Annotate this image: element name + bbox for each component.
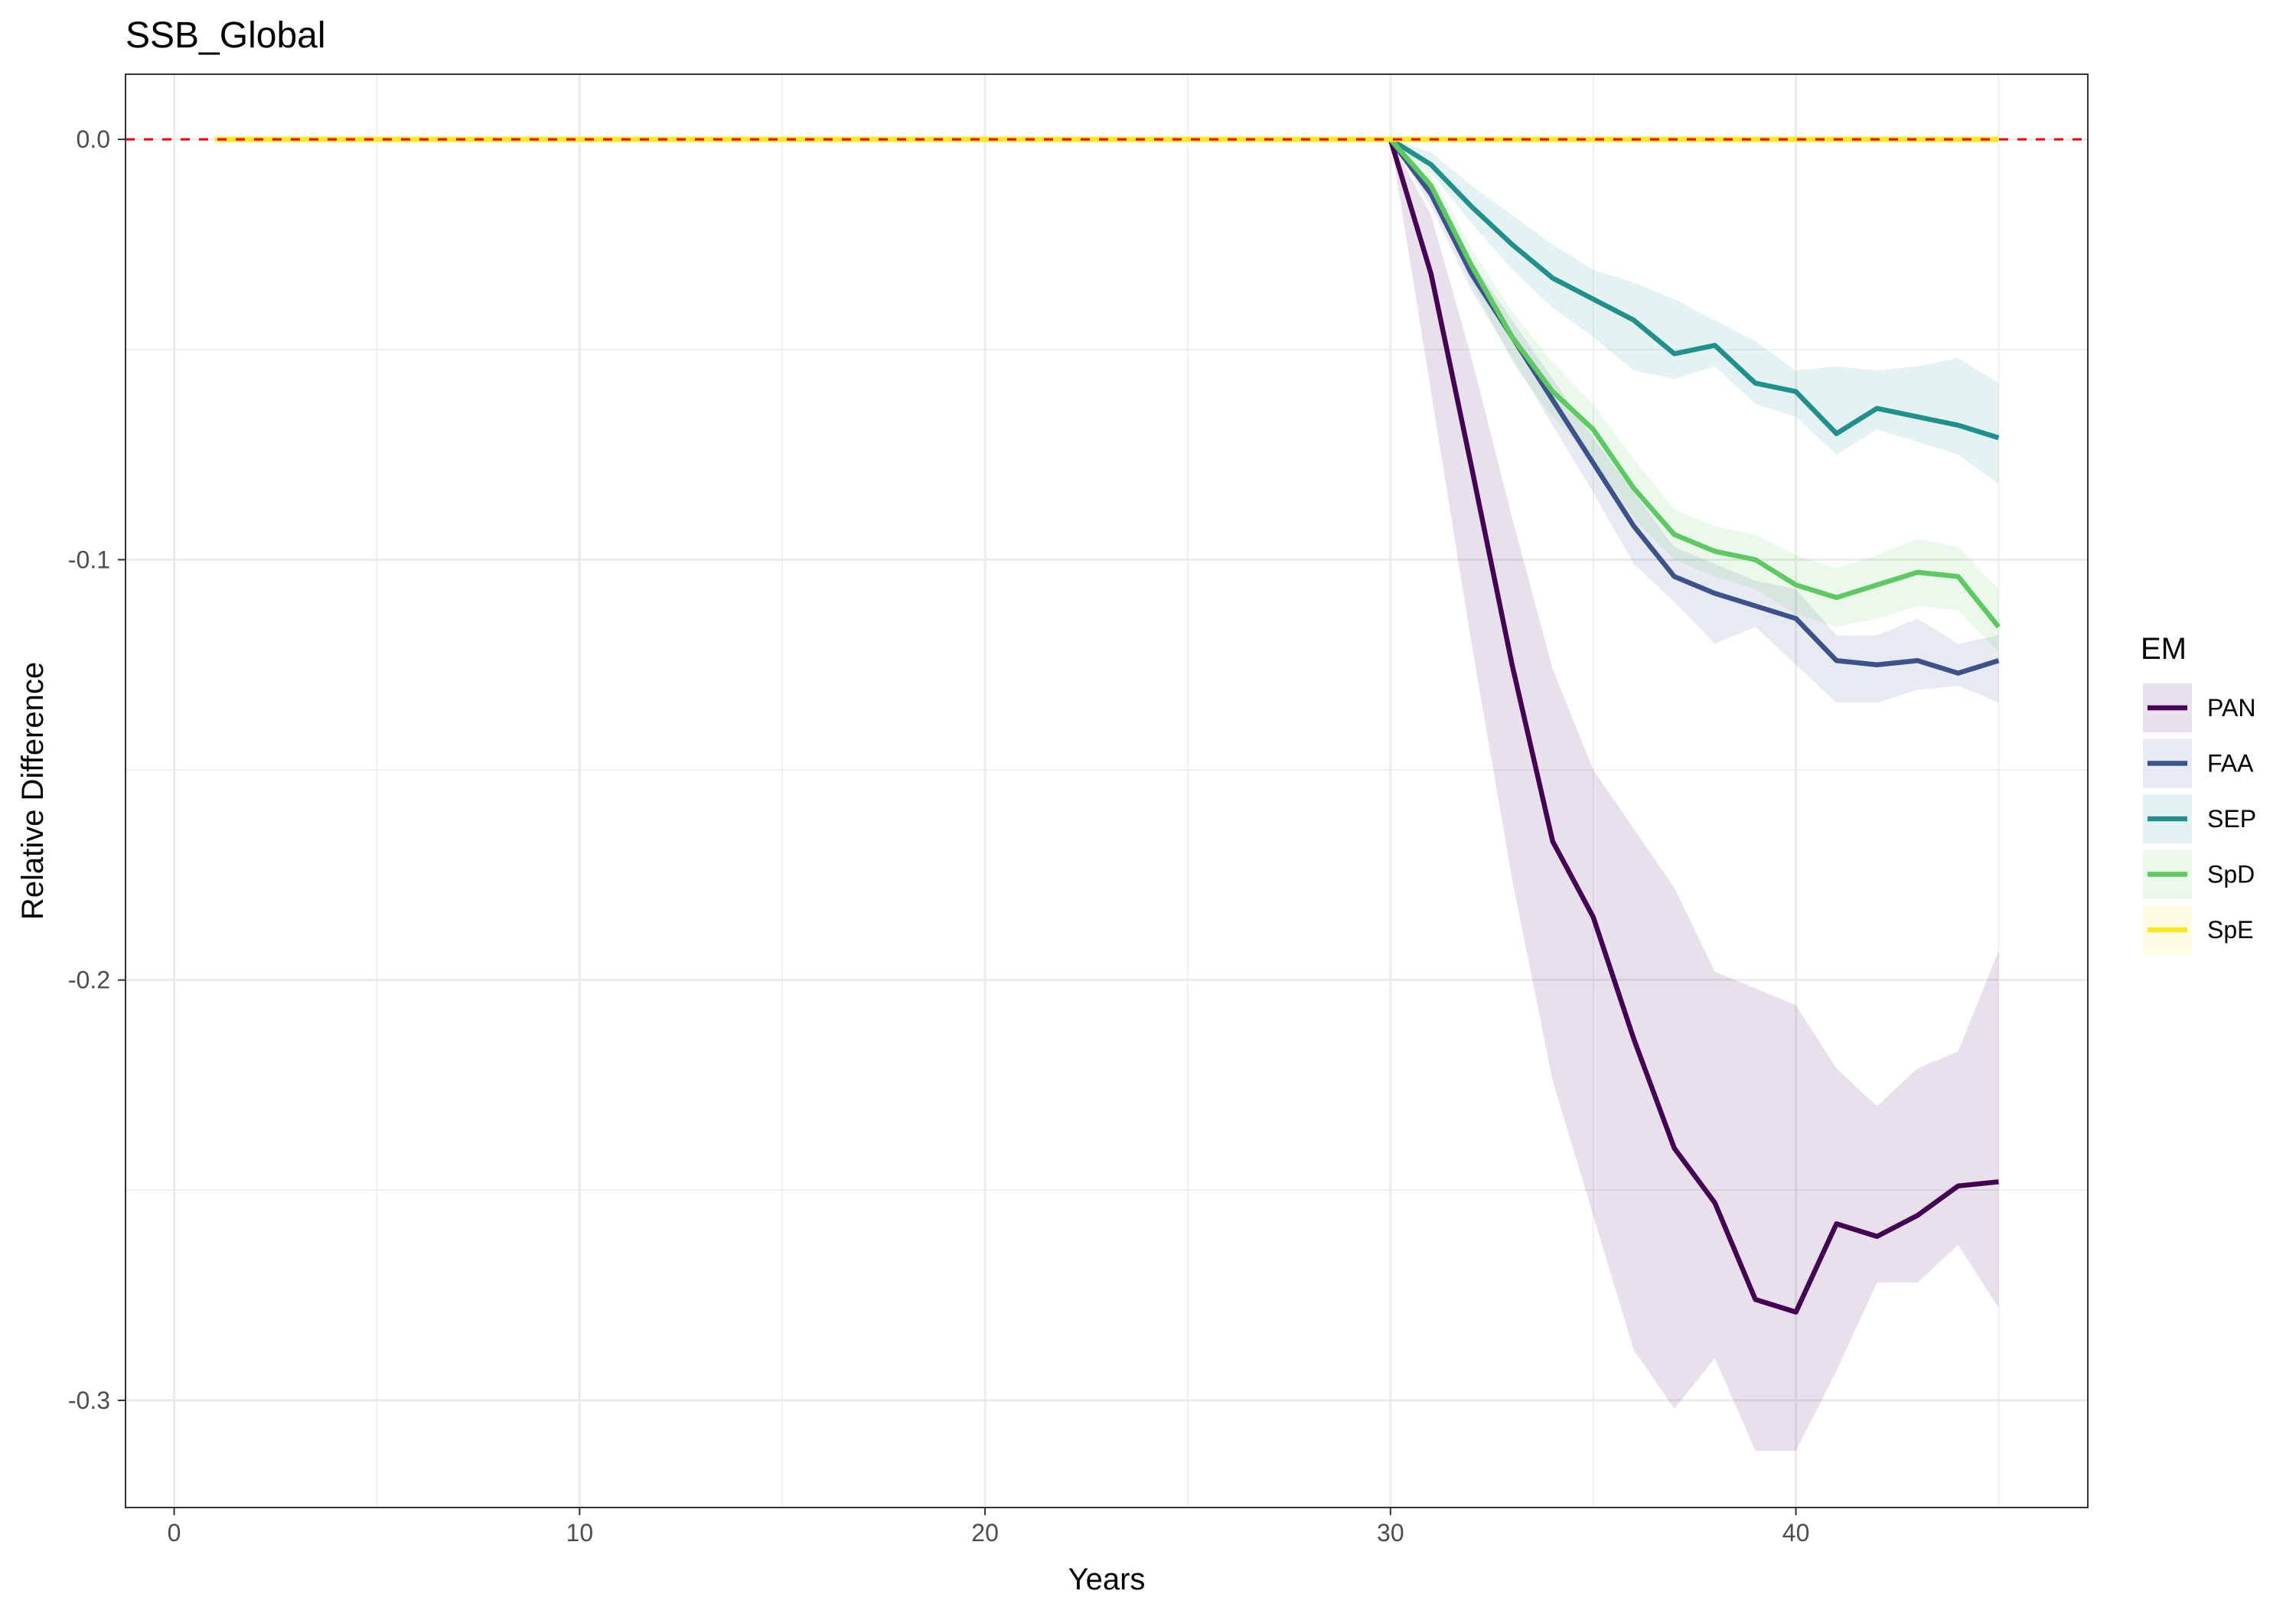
y-tick-label: -0.1 (68, 546, 110, 573)
legend-title: EM (2141, 632, 2187, 666)
x-tick-label: 30 (1377, 1519, 1404, 1547)
series-line-sep (1389, 137, 2000, 441)
legend-label-sep: SEP (2207, 805, 2256, 833)
band-sep (1390, 139, 1999, 484)
legend-label-spe: SpE (2207, 916, 2253, 944)
band-spd (1390, 139, 1999, 653)
band-pan (1390, 139, 1999, 1451)
x-axis-label: Years (1068, 1563, 1146, 1596)
x-tick-label: 0 (168, 1519, 181, 1547)
chart-title: SSB_Global (126, 15, 326, 56)
legend: EM PAN FAA SEP SpD SpE (2141, 632, 2256, 954)
y-tick-label: 0.0 (77, 125, 110, 153)
x-tick-label: 10 (566, 1519, 594, 1547)
series-line-pan (1388, 139, 1999, 1315)
panel-border (125, 73, 2089, 1508)
band-faa (1390, 139, 1999, 703)
y-tick-label: -0.2 (68, 966, 110, 994)
x-tick-label: 40 (1782, 1519, 1810, 1547)
legend-label-faa: FAA (2207, 750, 2254, 777)
legend-label-spd: SpD (2207, 861, 2255, 888)
y-axis-label: Relative Difference (16, 662, 50, 920)
x-tick-label: 20 (971, 1519, 999, 1547)
legend-label-pan: PAN (2207, 694, 2255, 722)
axes: 0 10 20 30 40 0.0 -0.1 -0.2 -0.3 (68, 125, 1810, 1547)
series-line-spd (1388, 137, 2001, 629)
y-tick-label: -0.3 (68, 1387, 110, 1414)
